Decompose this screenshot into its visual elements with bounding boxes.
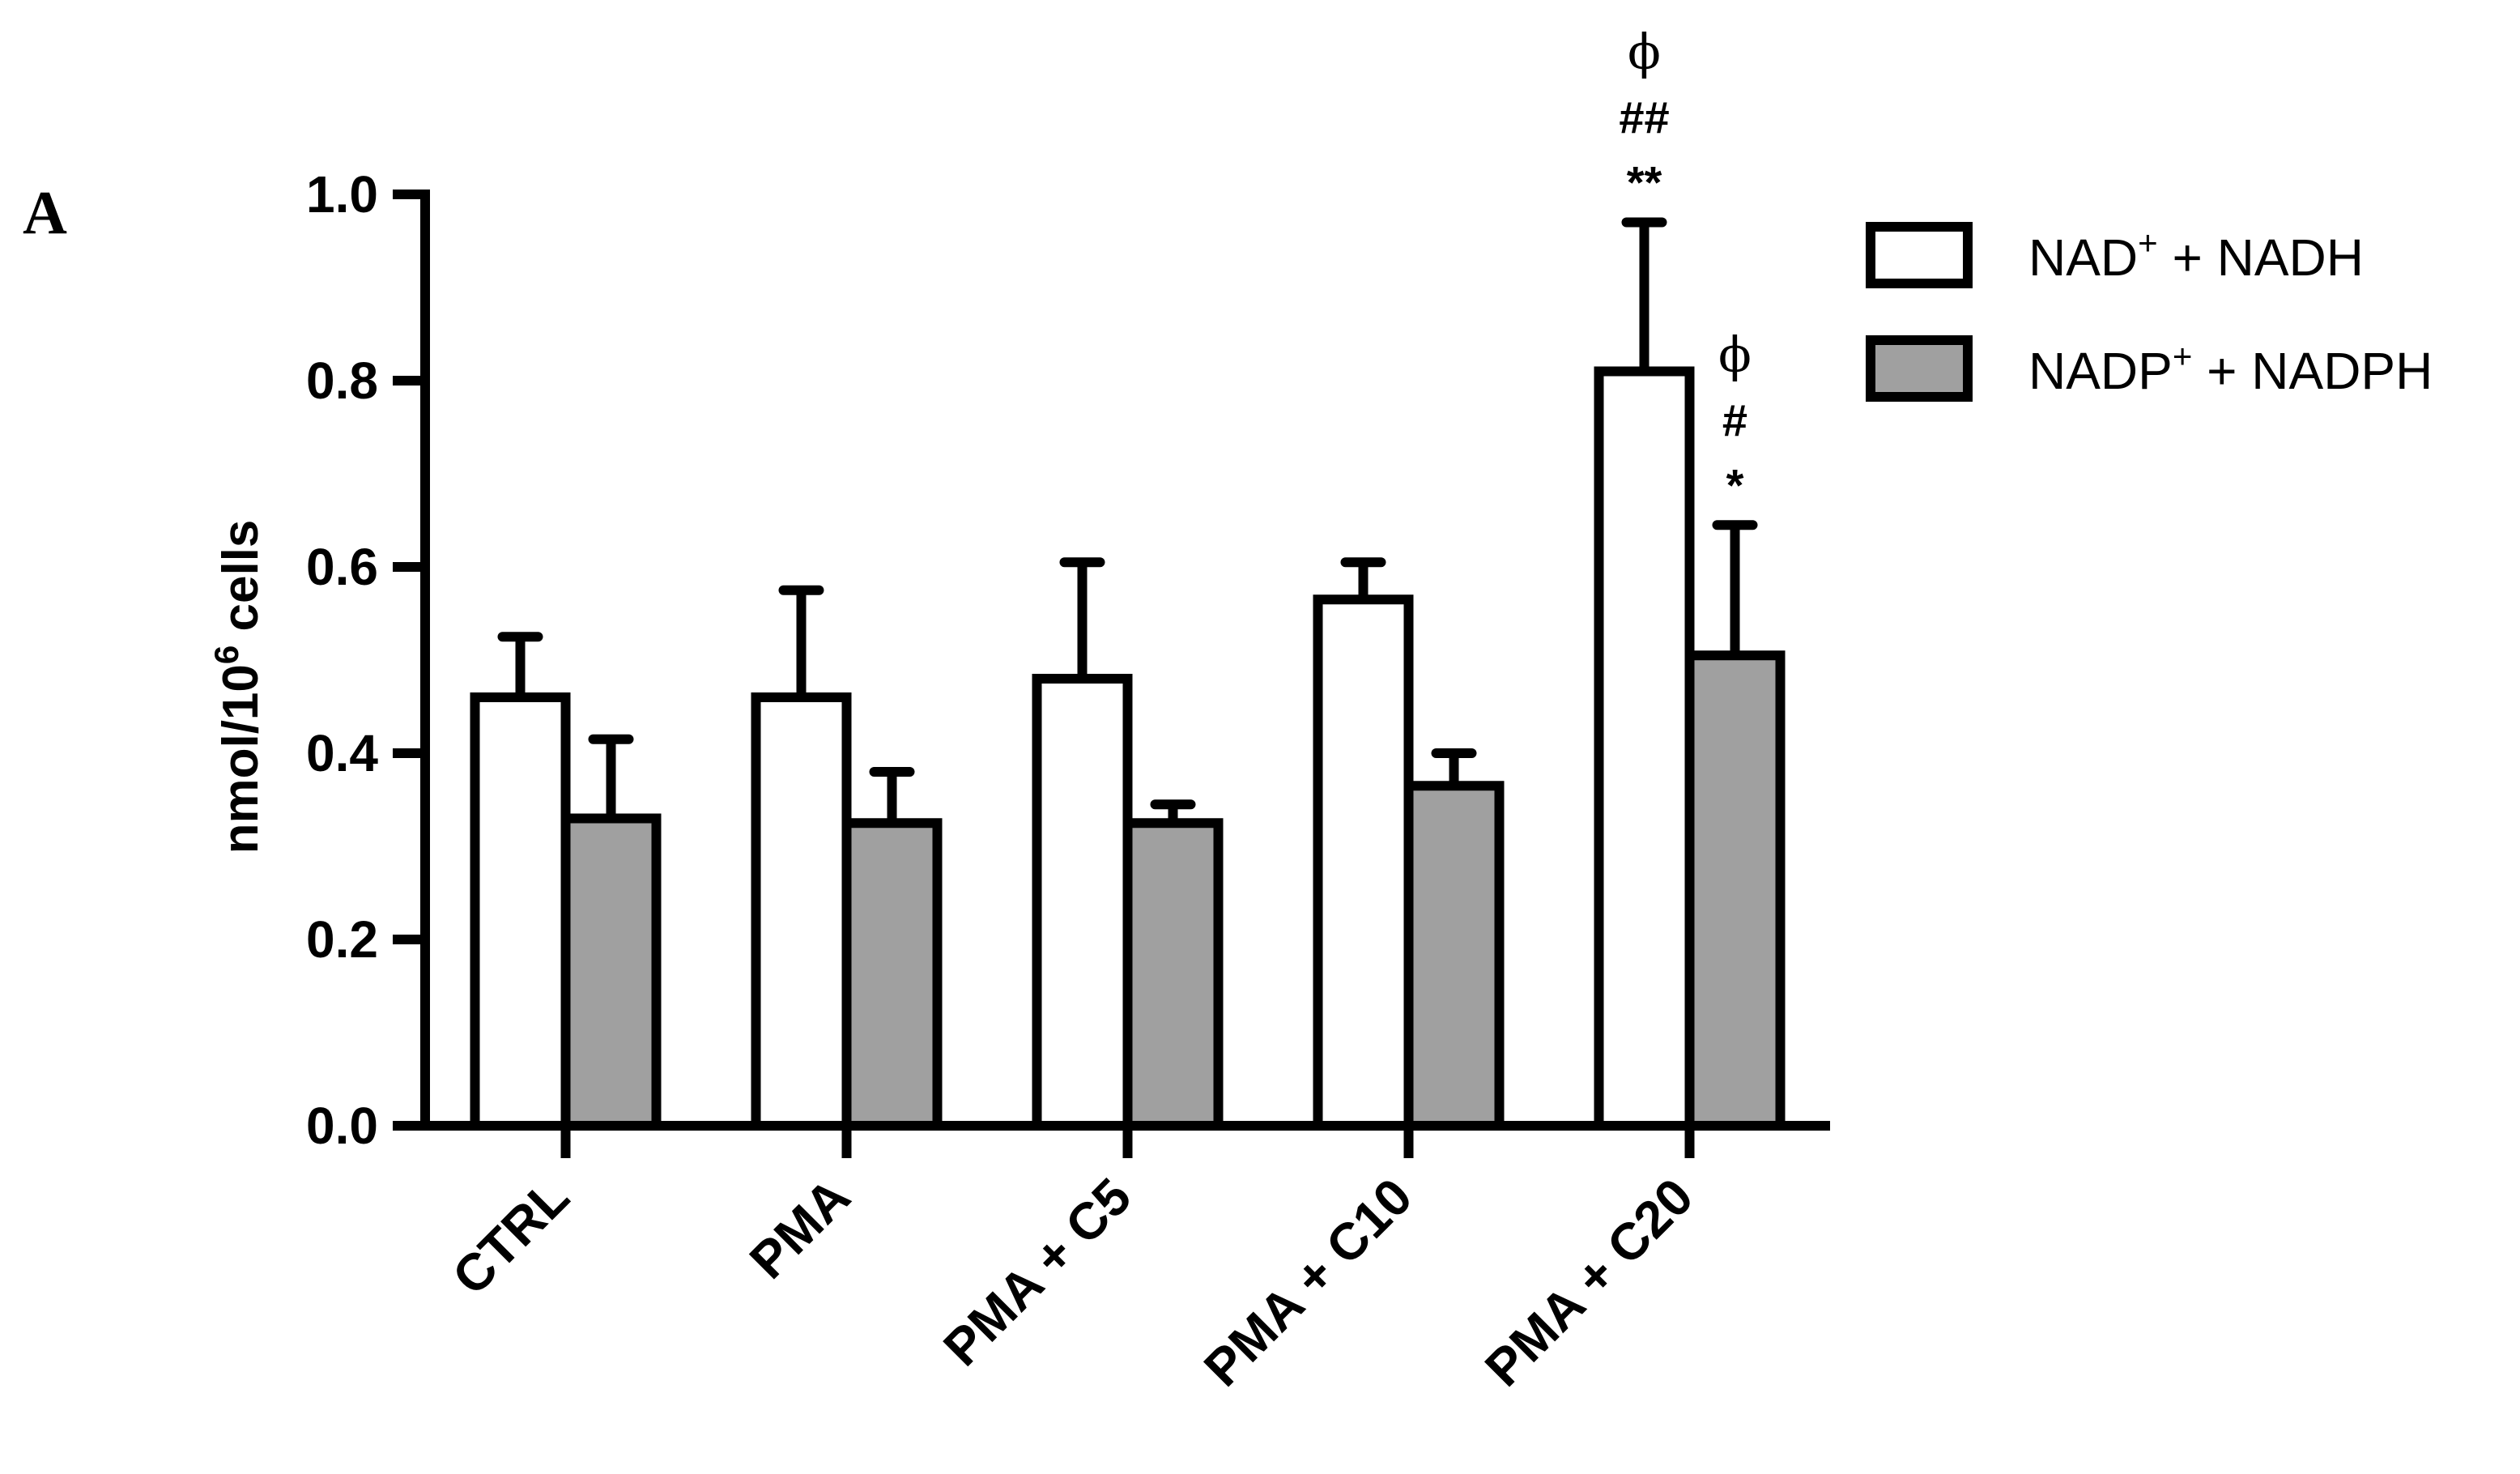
significance-label: ϕ — [1628, 24, 1661, 81]
significance-label: * — [1726, 459, 1744, 510]
y-tick-label: 0.0 — [306, 1097, 378, 1155]
bar — [1684, 650, 1786, 1131]
x-tick-label: PMA + C20 — [1474, 1167, 1704, 1397]
x-tick-label: PMA + C10 — [1193, 1167, 1423, 1397]
legend-label: NAD+ + NADH — [2028, 224, 2364, 287]
y-tick-label: 0.4 — [306, 724, 378, 782]
y-tick-label: 0.2 — [306, 910, 378, 969]
bar — [1122, 818, 1224, 1131]
bar — [560, 813, 662, 1131]
bar — [841, 818, 943, 1131]
y-tick-label: 0.6 — [306, 538, 378, 596]
panel-label: A — [23, 179, 67, 247]
y-tick-label: 0.8 — [306, 351, 378, 410]
x-tick-label: PMA — [739, 1167, 861, 1289]
bar — [751, 692, 852, 1131]
bar — [1594, 366, 1695, 1131]
x-tick-label: CTRL — [441, 1167, 581, 1306]
significance-label: ϕ — [1718, 326, 1752, 383]
bar — [1403, 781, 1505, 1131]
legend-swatch — [1866, 335, 1973, 402]
y-tick-label: 1.0 — [306, 165, 378, 224]
legend-swatch — [1866, 222, 1973, 288]
significance-label: # — [1722, 394, 1747, 445]
bar — [1032, 674, 1133, 1131]
y-axis-label: nmol/106 cells — [207, 520, 269, 854]
legend: NAD+ + NADH NADP+ + NADPH — [1866, 222, 2433, 402]
bar — [470, 692, 571, 1131]
legend-label: NADP+ + NADPH — [2028, 337, 2433, 400]
x-tick-label: PMA + C5 — [932, 1167, 1142, 1377]
significance-label: ## — [1619, 92, 1669, 143]
significance-label: ** — [1627, 157, 1662, 208]
bar — [1313, 594, 1414, 1131]
